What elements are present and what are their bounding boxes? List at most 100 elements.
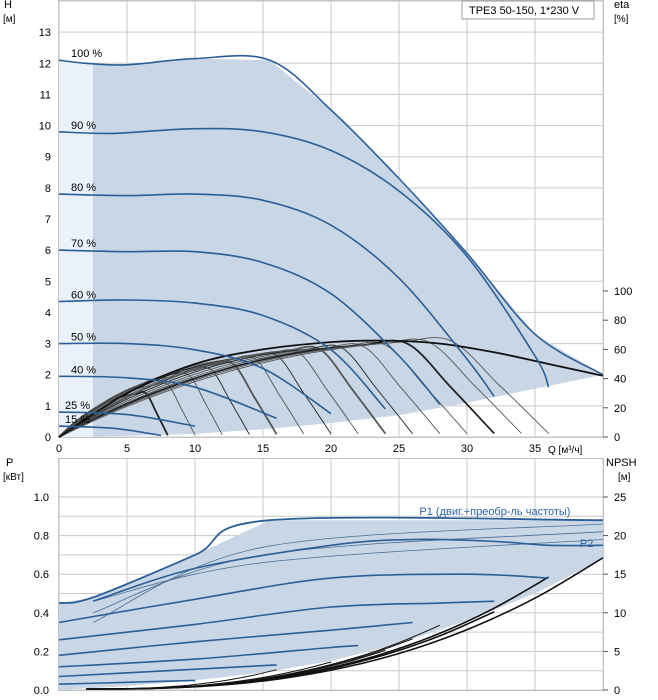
y-tick-label: 1 bbox=[45, 401, 51, 413]
top-pump-curves: 100 % 90 % 80 % 70 % 60 % 50 % 40 % 25 % 15 % bbox=[58, 48, 604, 437]
power-curve-series bbox=[92, 538, 604, 602]
bottom-axes: 0.0 0.2 0.4 0.6 0.8 1.0 0 5 10 15 20 25 bbox=[34, 492, 627, 697]
bottom-power-curves: P1 (двиг.+преобр-ль частоты) P2 bbox=[58, 506, 604, 685]
y-tick-label: 9 bbox=[45, 152, 51, 164]
top-axes: 0 5 10 15 20 25 30 3501234567891011121302040608… bbox=[39, 27, 633, 455]
y2-tick-label: 60 bbox=[614, 344, 626, 356]
bottom-operating-band bbox=[59, 520, 603, 690]
y-tick-label: 0.4 bbox=[34, 608, 49, 620]
y2-tick-label: 5 bbox=[614, 646, 620, 658]
curve-label: 50 % bbox=[71, 332, 96, 344]
y-tick-label: 1.0 bbox=[34, 492, 49, 504]
bottom-panel: P1 (двиг.+преобр-ль частоты) P2 0.0 0.2 0.4… bbox=[3, 457, 637, 697]
npsh-curve bbox=[86, 557, 604, 690]
x-tick-label: 0 bbox=[56, 443, 62, 455]
y-tick-label: 12 bbox=[39, 58, 51, 70]
efficiency-main-curve bbox=[58, 339, 604, 438]
curve-label: 100 % bbox=[71, 48, 102, 60]
pump-curve-series bbox=[58, 54, 604, 376]
x-tick-label: 25 bbox=[393, 443, 405, 455]
y2-tick-label: 15 bbox=[614, 569, 626, 581]
bottom-y-label: P bbox=[6, 457, 13, 469]
y-tick-label: 3 bbox=[45, 339, 51, 351]
curve-label: 40 % bbox=[71, 364, 96, 376]
pump-curve-series bbox=[58, 425, 162, 437]
y-tick-label: 8 bbox=[45, 183, 51, 195]
pump-curve-series bbox=[58, 375, 277, 420]
y2-tick-label: 0 bbox=[614, 685, 620, 697]
power-curve-series bbox=[58, 516, 604, 604]
y2-tick-label: 100 bbox=[614, 286, 632, 298]
x-tick-label: 30 bbox=[461, 443, 473, 455]
curve-label: 15 % bbox=[65, 414, 90, 426]
top-y2-unit: [%] bbox=[614, 14, 629, 25]
pump-curve-series bbox=[58, 299, 386, 410]
bottom-y2-unit: [м] bbox=[618, 472, 631, 483]
bottom-y2-label: NPSH bbox=[606, 457, 637, 469]
efficiency-curve bbox=[58, 338, 522, 438]
x-axis-label: Q [м³/ч] bbox=[548, 445, 583, 456]
y2-tick-label: 40 bbox=[614, 374, 626, 386]
efficiency-curve bbox=[58, 345, 387, 438]
pump-curve-series bbox=[58, 127, 550, 388]
x-tick-label: 10 bbox=[189, 443, 201, 455]
y-tick-label: 0.2 bbox=[34, 646, 49, 658]
p2-curve-label: P2 bbox=[580, 538, 593, 550]
pump-curve-series bbox=[58, 249, 441, 405]
top-y2-label: eta bbox=[614, 0, 630, 11]
power-curve-series bbox=[58, 573, 549, 624]
p1-curve-label: P1 (двиг.+преобр-ль частоты) bbox=[419, 506, 570, 518]
y-tick-label: 0 bbox=[45, 432, 51, 444]
y2-tick-label: 20 bbox=[614, 531, 626, 543]
power-curve-series bbox=[58, 621, 413, 657]
y-tick-label: 6 bbox=[45, 245, 51, 257]
curve-label: 25 % bbox=[65, 400, 90, 412]
x-tick-label: 20 bbox=[325, 443, 337, 455]
power-curve-series bbox=[58, 679, 196, 685]
y-tick-label: 0.0 bbox=[34, 685, 49, 697]
bottom-y-unit: [кВт] bbox=[3, 472, 24, 483]
efficiency-curve bbox=[58, 344, 413, 438]
pump-curve-series bbox=[58, 193, 495, 397]
y2-tick-label: 25 bbox=[614, 492, 626, 504]
power-curve-series bbox=[58, 600, 495, 641]
efficiency-curve bbox=[58, 337, 549, 438]
y-tick-label: 11 bbox=[40, 89, 51, 101]
efficiency-curve bbox=[58, 349, 359, 438]
top-efficiency-curves bbox=[58, 337, 604, 438]
x-tick-label: 5 bbox=[124, 443, 130, 455]
y2-tick-label: 80 bbox=[614, 315, 626, 327]
chart-title: TPE3 50-150, 1*230 V bbox=[469, 5, 580, 17]
power-curve-series bbox=[58, 664, 277, 678]
y-tick-label: 7 bbox=[45, 214, 51, 226]
power-thin-curve bbox=[92, 523, 604, 623]
efficiency-curve bbox=[58, 339, 495, 438]
curve-label: 90 % bbox=[71, 120, 96, 132]
top-panel: 100 % 90 % 80 % 70 % 60 % 50 % 40 % 25 % 15 % 0 5… bbox=[3, 0, 632, 456]
curve-label: 60 % bbox=[71, 290, 96, 302]
top-y-unit: [м] bbox=[3, 14, 16, 25]
power-band-fill bbox=[59, 520, 603, 690]
y-tick-label: 0.8 bbox=[34, 531, 49, 543]
chart-title-box bbox=[461, 0, 595, 20]
y-tick-label: 2 bbox=[45, 370, 51, 382]
y2-tick-label: 0 bbox=[614, 432, 620, 444]
y-tick-label: 4 bbox=[45, 307, 51, 319]
y-tick-label: 5 bbox=[45, 276, 51, 288]
efficiency-curve bbox=[58, 343, 441, 438]
pump-curve-series bbox=[58, 342, 332, 415]
operating-band-fill bbox=[59, 58, 603, 437]
x-tick-label: 35 bbox=[529, 443, 541, 455]
y2-tick-label: 20 bbox=[614, 403, 626, 415]
y2-tick-label: 10 bbox=[614, 608, 626, 620]
pump-curve-series bbox=[58, 411, 196, 427]
y-tick-label: 10 bbox=[39, 121, 51, 133]
curve-label: 70 % bbox=[71, 238, 96, 250]
power-curve-series bbox=[58, 644, 359, 668]
y-tick-label: 13 bbox=[39, 27, 51, 39]
top-y-label: H bbox=[4, 0, 12, 11]
bottom-npsh-curves bbox=[86, 523, 604, 690]
y-tick-label: 0.6 bbox=[34, 569, 49, 581]
x-tick-label: 15 bbox=[257, 443, 269, 455]
